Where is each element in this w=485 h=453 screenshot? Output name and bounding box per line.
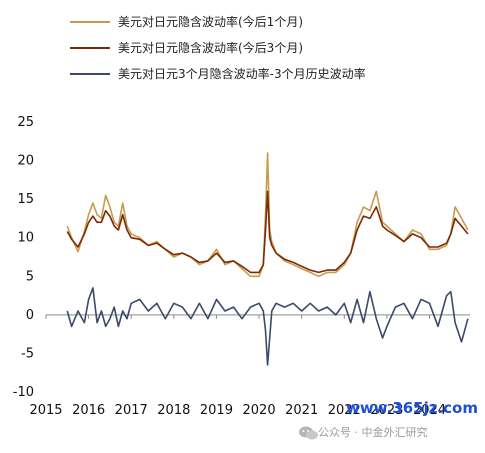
x-axis: 2015 2016 2017 2018 2019 2020 2021 2022 2023 2024 [29,314,470,418]
series-line-2 [66,287,469,366]
y-axis-ticks: -10 -5 0 5 10 15 20 25 [13,115,34,400]
watermark: 公众号 · 中金外汇研究 www.365jz.com [299,399,478,440]
y-tick-label: 25 [17,115,34,130]
series-line-1 [66,190,469,274]
y-tick-label: -5 [21,346,34,361]
legend-label-0: 美元对日元隐含波动率(今后1个月) [118,14,303,29]
x-tick-label: 2024 [413,403,446,418]
x-tick-label: 2021 [285,403,318,418]
y-tick-label: 20 [17,154,34,169]
x-tick-label: 2023 [370,403,403,418]
wechat-icon [299,426,318,440]
legend-label-1: 美元对日元隐含波动率(今后3个月) [118,40,303,55]
y-tick-label: 0 [26,308,34,323]
series-lines [66,152,469,366]
legend: 美元对日元隐含波动率(今后1个月) 美元对日元隐含波动率(今后3个月) 美元对日元3… [70,14,366,81]
watermark-url: www.365jz.com [346,399,478,417]
legend-label-2: 美元对日元3个月隐含波动率-3个月历史波动率 [118,66,366,81]
x-tick-label: 2017 [115,403,148,418]
x-tick-label: 2015 [29,403,62,418]
y-tick-label: 5 [26,269,34,284]
x-tick-label: 2018 [157,403,190,418]
y-tick-label: 15 [17,192,34,207]
watermark-text: 公众号 · 中金外汇研究 [318,425,428,439]
x-tick-label: 2022 [328,403,361,418]
x-tick-label: 2020 [243,403,276,418]
y-tick-label: -10 [13,385,34,400]
series-line-0 [66,152,469,278]
x-tick-label: 2016 [72,403,105,418]
x-tick-label: 2019 [200,403,233,418]
y-tick-label: 10 [17,231,34,246]
